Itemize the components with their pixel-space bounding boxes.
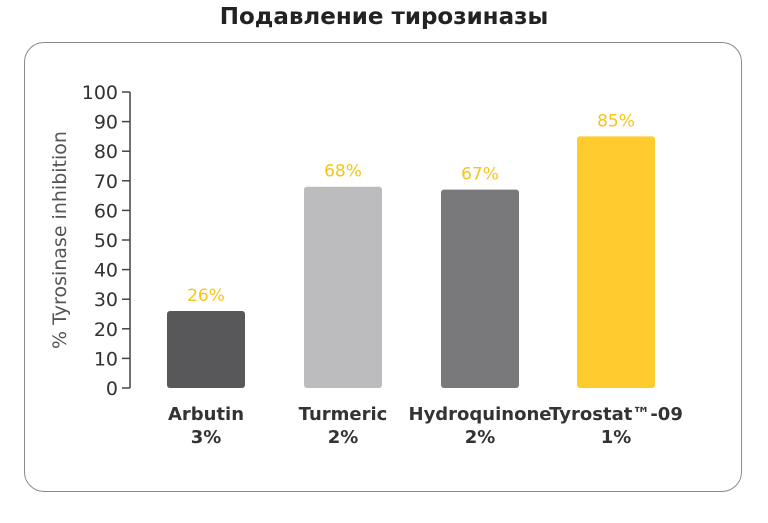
y-tick-label: 100 [82,82,118,104]
y-tick-label: 70 [94,171,118,193]
bar [304,186,382,388]
category-label: Hydroquinone [409,404,552,425]
y-axis: 0 10 20 30 40 50 60 70 80 90 100 [82,82,131,400]
category-label: Turmeric [299,404,388,425]
category-labels: Arbutin3%Turmeric2%Hydroquinone2%Tyrosta… [168,404,683,448]
data-label: 85% [597,111,635,131]
y-tick-label: 50 [94,230,118,252]
bar [577,136,655,388]
data-label: 68% [324,162,362,182]
y-tick-label: 40 [94,260,118,282]
y-tick-label: 90 [94,112,118,134]
y-tick-label: 60 [94,200,118,222]
category-sublabel: 1% [601,427,632,448]
data-labels: 26% 68% 67% 85% [187,111,635,306]
category-label: Tyrostat™-09 [549,404,683,425]
bar [441,189,519,388]
page-title: Подавление тирозиназы [219,4,549,30]
y-tick-label: 30 [94,289,118,311]
data-label: 26% [187,286,225,306]
category-sublabel: 3% [191,427,222,448]
y-tick-label: 10 [94,348,118,370]
y-axis-label: % Tyrosinase inhibition [49,131,71,349]
y-tick-label: 80 [94,141,118,163]
bars [167,136,655,388]
y-tick-label: 20 [94,319,118,341]
bar [167,311,245,388]
category-sublabel: 2% [328,427,359,448]
category-label: Arbutin [168,404,244,425]
data-label: 67% [461,165,499,185]
y-tick-label: 0 [106,378,118,400]
category-sublabel: 2% [465,427,496,448]
